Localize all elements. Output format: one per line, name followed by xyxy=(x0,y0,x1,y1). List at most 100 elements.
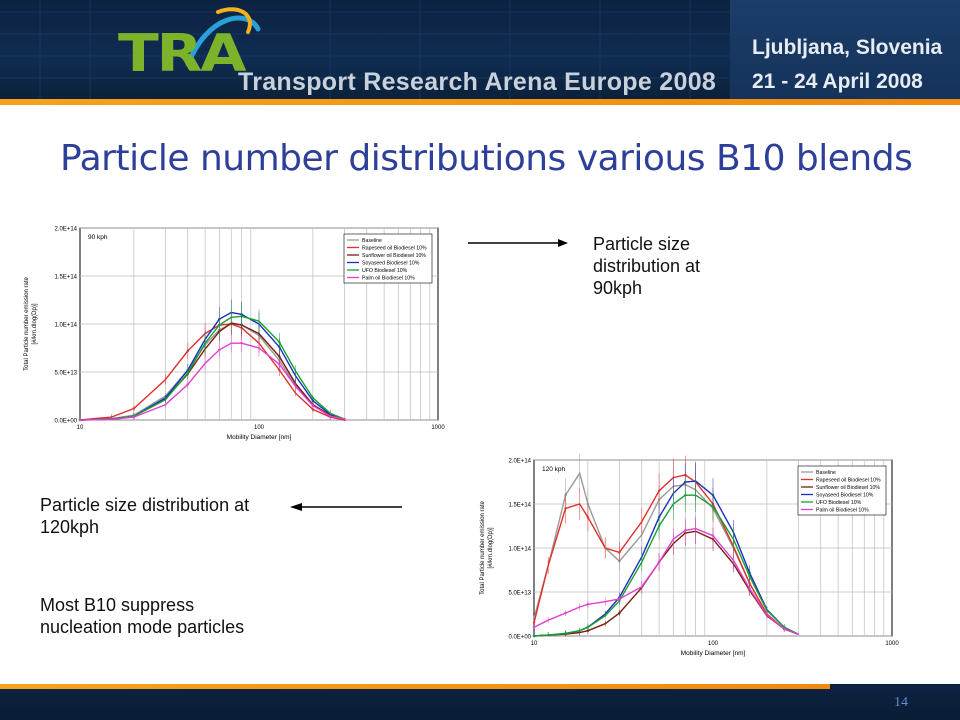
event-info-panel xyxy=(730,0,960,105)
chart0-series-line xyxy=(79,342,345,421)
chart0-legend-label: UFO Biodiesel 10% xyxy=(362,268,408,274)
chart-120kph: 0.0E+00 5.0E+13 1.0E+14 1.5E+14 2.0E+14 10 100… xyxy=(478,452,908,662)
chart1-data-point xyxy=(657,560,661,564)
chart0-x-axis-label: Mobility Diameter [nm] xyxy=(227,434,292,441)
chart0-x-tick-label: 10 xyxy=(77,425,84,431)
chart1-x-tick-label: 10 xyxy=(531,641,538,647)
chart1-legend-label: Sunflower oil Biodiesel 10% xyxy=(816,485,880,491)
chart1-data-point xyxy=(586,603,590,606)
chart1-series-line xyxy=(533,530,799,637)
chart0-data-point xyxy=(278,363,281,366)
chart0-legend xyxy=(343,233,433,284)
chart0-data-point xyxy=(78,418,82,422)
chart1-data-point xyxy=(711,505,715,508)
chart0-legend-label: Soyaseed Biodiesel 10% xyxy=(362,261,420,267)
chart0-data-point xyxy=(132,415,136,419)
chart1-data-point xyxy=(618,551,621,554)
chart0-data-point xyxy=(278,355,281,358)
footer-accent-bar xyxy=(0,684,830,689)
chart1-data-point xyxy=(618,597,621,601)
chart0-y-tick-label: 5.0E+13 xyxy=(54,371,77,377)
chart1-data-point xyxy=(532,634,536,638)
chart0-x-tick-label: 100 xyxy=(254,425,265,431)
chart0-legend-label: Palm oil Biodiesel 10% xyxy=(362,276,415,282)
chart1-y-axis-label: [#/km.dlog(Dp)] xyxy=(488,527,494,568)
chart0-y-tick-label: 1.5E+14 xyxy=(54,275,77,281)
tra-logo: TRA xyxy=(118,24,247,84)
event-name: Transport Research Arena Europe 2008 xyxy=(238,68,717,96)
chart1-y-axis-label: Total Particle number emission rate xyxy=(480,500,486,594)
footer-bar xyxy=(0,684,960,720)
chart1-data-point xyxy=(748,587,751,590)
chart1-data-point xyxy=(748,574,751,578)
chart1-y-tick-label: 5.0E+13 xyxy=(508,591,531,597)
chart1-series-line xyxy=(533,474,799,635)
chart0-data-point xyxy=(311,408,315,411)
chart1-y-tick-label: 1.5E+14 xyxy=(508,503,531,509)
header-banner: TRA Transport Research Arena Europe 2008… xyxy=(0,0,960,105)
chart0-legend-label: Rapeseed oil Biodiesel 10% xyxy=(362,246,427,252)
chart0-data-point xyxy=(186,371,189,375)
chart1-y-tick-label: 1.0E+14 xyxy=(508,547,531,553)
chart0-data-point xyxy=(186,349,189,353)
caption-120kph: Particle size distribution at 120kph xyxy=(40,495,250,537)
chart1-legend xyxy=(797,465,887,516)
chart0-data-point xyxy=(343,417,346,421)
chart1-y-tick-label: 2.0E+14 xyxy=(508,459,531,465)
page-number: 14 xyxy=(894,695,908,710)
chart0-y-tick-label: 1.0E+14 xyxy=(54,323,77,329)
chart-90kph: 0.0E+00 5.0E+13 1.0E+14 1.5E+14 2.0E+14 10 100… xyxy=(20,214,460,446)
chart1-data-point xyxy=(684,494,687,497)
nucleation-note: Most B10 suppress nucleation mode partic… xyxy=(40,595,245,637)
chart1-data-point xyxy=(564,611,567,615)
chart1-data-point xyxy=(657,489,661,492)
chart0-data-point xyxy=(186,383,189,386)
chart0-y-tick-label: 0.0E+00 xyxy=(54,419,77,425)
chart1-legend-label: Baseline xyxy=(816,470,836,476)
arrow-left-icon xyxy=(290,503,402,511)
chart1-data-point xyxy=(711,534,715,537)
chart1-data-point xyxy=(564,507,567,510)
chart1-x-axis-label: Mobility Diameter [nm] xyxy=(681,650,746,657)
chart0-legend-label: Sunflower oil Biodiesel 10% xyxy=(362,253,426,259)
chart1-legend-label: Soyaseed Biodiesel 10% xyxy=(816,493,874,499)
chart1-data-point xyxy=(783,627,786,631)
chart0-data-point xyxy=(132,407,136,410)
chart0-y-tick-label: 2.0E+14 xyxy=(54,227,77,233)
chart1-data-point xyxy=(532,621,536,624)
chart1-x-tick-label: 100 xyxy=(708,641,719,647)
chart1-data-point xyxy=(684,529,687,532)
chart1-legend-label: Palm oil Biodiesel 10% xyxy=(816,508,869,514)
chart1-x-tick-label: 1000 xyxy=(885,641,899,647)
chart1-legend-label: Rapeseed oil Biodiesel 10% xyxy=(816,478,881,484)
chart0-data-point xyxy=(240,315,243,318)
chart1-data-point xyxy=(532,626,536,629)
chart0-series-line xyxy=(79,315,345,421)
chart1-y-tick-label: 0.0E+00 xyxy=(508,635,531,641)
chart0-y-axis-label: Total Particle number emission rate xyxy=(24,276,30,370)
chart1-data-point xyxy=(564,632,567,635)
chart0-data-point xyxy=(218,348,221,352)
chart1-data-point xyxy=(657,524,661,528)
chart0-y-axis-label: [#/km.dlog(Dp)] xyxy=(32,303,38,344)
chart0-data-point xyxy=(311,404,315,407)
chart0-x-tick-label: 1000 xyxy=(431,425,445,431)
chart0-data-point xyxy=(240,342,243,345)
header-accent-bar xyxy=(0,99,960,105)
caption-90kph: Particle size distribution at 90kph xyxy=(593,234,701,298)
chart1-data-point xyxy=(618,611,621,615)
chart1-panel-label: 120 kph xyxy=(542,466,566,473)
event-dates: 21 - 24 April 2008 xyxy=(752,70,923,93)
chart1-legend-label: UFO Biodiesel 10% xyxy=(816,500,862,506)
chart1-data-point xyxy=(586,629,590,632)
slide-title: Particle number distributions various B1… xyxy=(60,138,913,179)
chart0-legend-label: Baseline xyxy=(362,238,382,244)
chart0-data-point xyxy=(218,323,221,327)
chart0-panel-label: 90 kph xyxy=(88,234,108,241)
chart1-data-point xyxy=(586,516,590,519)
chart0-data-point xyxy=(278,341,281,344)
tra-logo-swoosh-icon xyxy=(185,7,261,67)
event-location: Ljubljana, Slovenia xyxy=(752,36,943,59)
arrow-right-icon xyxy=(468,239,568,247)
chart1-series-line xyxy=(533,494,799,637)
